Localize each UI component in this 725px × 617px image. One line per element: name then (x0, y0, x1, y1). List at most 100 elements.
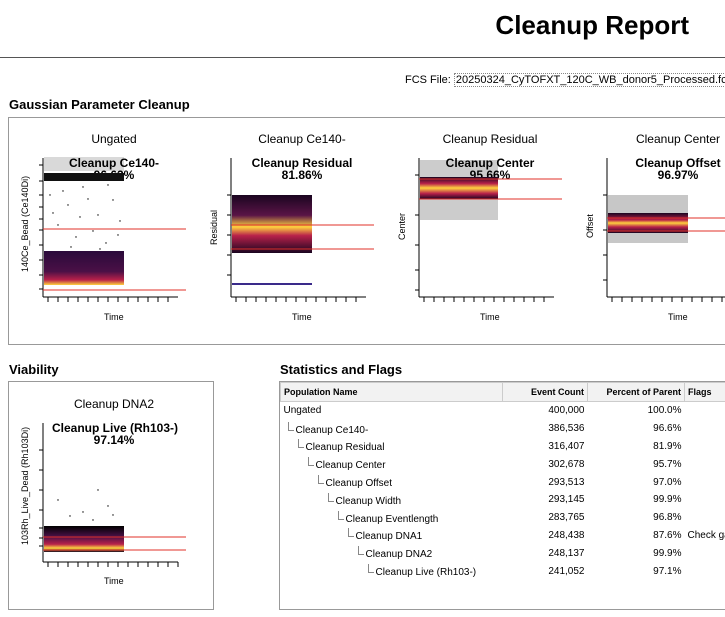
y-axis-label: Residual (209, 209, 219, 245)
gate-name: Cleanup Residual (251, 156, 353, 170)
percent-parent-cell: 81.9% (653, 440, 682, 452)
gate-name: Cleanup Center (445, 156, 535, 170)
tree-connector (307, 457, 314, 467)
table-row[interactable]: Cleanup Live (Rh103-) 241,052 97.1% (281, 562, 725, 580)
gate-name: Cleanup Offset (635, 156, 721, 170)
population-name-cell: Cleanup Ce140- (281, 420, 503, 438)
event-count-cell: 283,765 (548, 512, 585, 524)
header-divider (0, 57, 725, 58)
population-name-cell: Cleanup Eventlength (281, 509, 503, 527)
x-axis-label: Time (668, 312, 688, 322)
live-dead-plot-area[interactable] (38, 420, 188, 575)
stats-panel (279, 381, 725, 610)
flag-cell (685, 509, 725, 527)
plot-title: Cleanup Residual (442, 132, 538, 146)
plot-title: Cleanup DNA2 (73, 397, 155, 411)
percent-parent-cell: 97.0% (653, 476, 682, 488)
tree-connector (347, 528, 354, 538)
col-header-count[interactable]: Event Count (502, 382, 588, 402)
table-row[interactable]: Cleanup DNA1 248,438 87.6% Check gate (281, 527, 725, 545)
population-name-cell: Cleanup Live (Rh103-) (281, 562, 503, 580)
col-header-population[interactable]: Population Name (280, 382, 503, 402)
table-row[interactable]: Ungated 400,000 100.0% (281, 402, 725, 420)
event-count-cell: 400,000 (548, 405, 585, 417)
population-name: Cleanup Eventlength (345, 513, 439, 525)
flag-cell (685, 473, 725, 491)
percent-parent-cell: 87.6% (653, 529, 682, 541)
stats-table: Population Name Event Count Percent of P… (280, 382, 725, 580)
event-count-cell: 293,145 (548, 494, 585, 506)
col-header-flags[interactable]: Flags (684, 382, 725, 402)
fcs-file-name[interactable]: 20250324_CyTOFXT_120C_WB_donor5_Processe… (453, 73, 725, 87)
event-count-cell: 386,536 (548, 423, 585, 435)
population-name-cell: Ungated (281, 402, 503, 420)
gaussian-section-title: Gaussian Parameter Cleanup (9, 97, 190, 112)
fcs-file-info: FCS File: 20250324_CyTOFXT_120C_WB_donor… (405, 73, 725, 87)
percent-parent-cell: 97.1% (653, 565, 682, 577)
stats-table-container[interactable]: Population Name Event Count Percent of P… (280, 382, 725, 580)
report-title: Cleanup Report (495, 10, 689, 40)
tree-connector (297, 439, 304, 449)
population-name: Ungated (283, 405, 322, 417)
event-count-cell: 316,407 (548, 440, 585, 452)
flag-cell (685, 491, 725, 509)
population-name: Cleanup Center (315, 460, 386, 472)
population-name: Cleanup Live (Rh103-) (375, 567, 477, 579)
viability-panel (8, 381, 214, 610)
population-name: Cleanup Residual (305, 442, 385, 454)
percent-parent-cell: 95.7% (653, 458, 682, 470)
population-name: Cleanup DNA1 (355, 531, 423, 543)
flag-cell (685, 438, 725, 456)
tree-connector (337, 510, 344, 520)
table-row[interactable]: Cleanup Residual 316,407 81.9% (281, 438, 725, 456)
percent-parent-cell: 99.9% (653, 494, 682, 506)
gate-name: Cleanup Live (Rh103-) (51, 421, 179, 435)
viability-section-title: Viability (9, 362, 59, 377)
population-name-cell: Cleanup Residual (281, 438, 503, 456)
percent-parent-cell: 96.6% (653, 423, 682, 435)
percent-parent-cell: 99.9% (653, 547, 682, 559)
x-axis-label: Time (480, 312, 500, 322)
gate-percent: 97.14% (93, 433, 135, 447)
x-axis-label: Time (104, 576, 124, 586)
flag-cell (685, 420, 725, 438)
flag-cell (685, 562, 725, 580)
flag-cell (685, 544, 725, 562)
population-name-cell: Cleanup Center (281, 455, 503, 473)
population-name: Cleanup DNA2 (365, 549, 433, 561)
offset-plot-area[interactable] (602, 155, 725, 310)
x-axis-label: Time (104, 312, 124, 322)
event-count-cell: 302,678 (548, 458, 585, 470)
ungated-plot-area[interactable] (38, 155, 188, 310)
stats-header-row: Population Name Event Count Percent of P… (280, 382, 725, 402)
table-row[interactable]: Cleanup Width 293,145 99.9% (281, 491, 725, 509)
gate-name: Cleanup Ce140- (68, 156, 160, 170)
gate-percent: 81.86% (281, 168, 323, 182)
event-count-cell: 248,438 (548, 529, 585, 541)
flag-cell: Check gate (687, 529, 725, 541)
table-row[interactable]: Cleanup Center 302,678 95.7% (281, 455, 725, 473)
table-row[interactable]: Cleanup Eventlength 283,765 96.8% (281, 509, 725, 527)
table-row[interactable]: Cleanup Offset 293,513 97.0% (281, 473, 725, 491)
center-plot-area[interactable] (414, 155, 564, 310)
col-header-percent[interactable]: Percent of Parent (587, 382, 685, 402)
tree-connector (357, 546, 364, 556)
tree-connector (287, 421, 294, 431)
population-name-cell: Cleanup Width (281, 491, 503, 509)
y-axis-label: Offset (585, 214, 595, 238)
percent-parent-cell: 96.8% (653, 512, 682, 524)
y-axis-label: 140Ce_Bead (Ce140Di) (20, 175, 30, 272)
population-name-cell: Cleanup Offset (281, 473, 503, 491)
population-name: Cleanup Width (335, 495, 402, 507)
population-name: Cleanup Offset (325, 478, 393, 490)
event-count-cell: 248,137 (548, 547, 585, 559)
percent-parent-cell: 100.0% (647, 405, 682, 417)
event-count-cell: 293,513 (548, 476, 585, 488)
gate-percent: 96.97% (657, 168, 699, 182)
plot-title: Cleanup Ce140- (258, 132, 346, 146)
table-row[interactable]: Cleanup Ce140- 386,536 96.6% (281, 420, 725, 438)
population-name: Cleanup Ce140- (295, 424, 369, 436)
residual-plot-area[interactable] (226, 155, 376, 310)
table-row[interactable]: Cleanup DNA2 248,137 99.9% (281, 544, 725, 562)
fcs-file-label: FCS File: (405, 74, 451, 86)
